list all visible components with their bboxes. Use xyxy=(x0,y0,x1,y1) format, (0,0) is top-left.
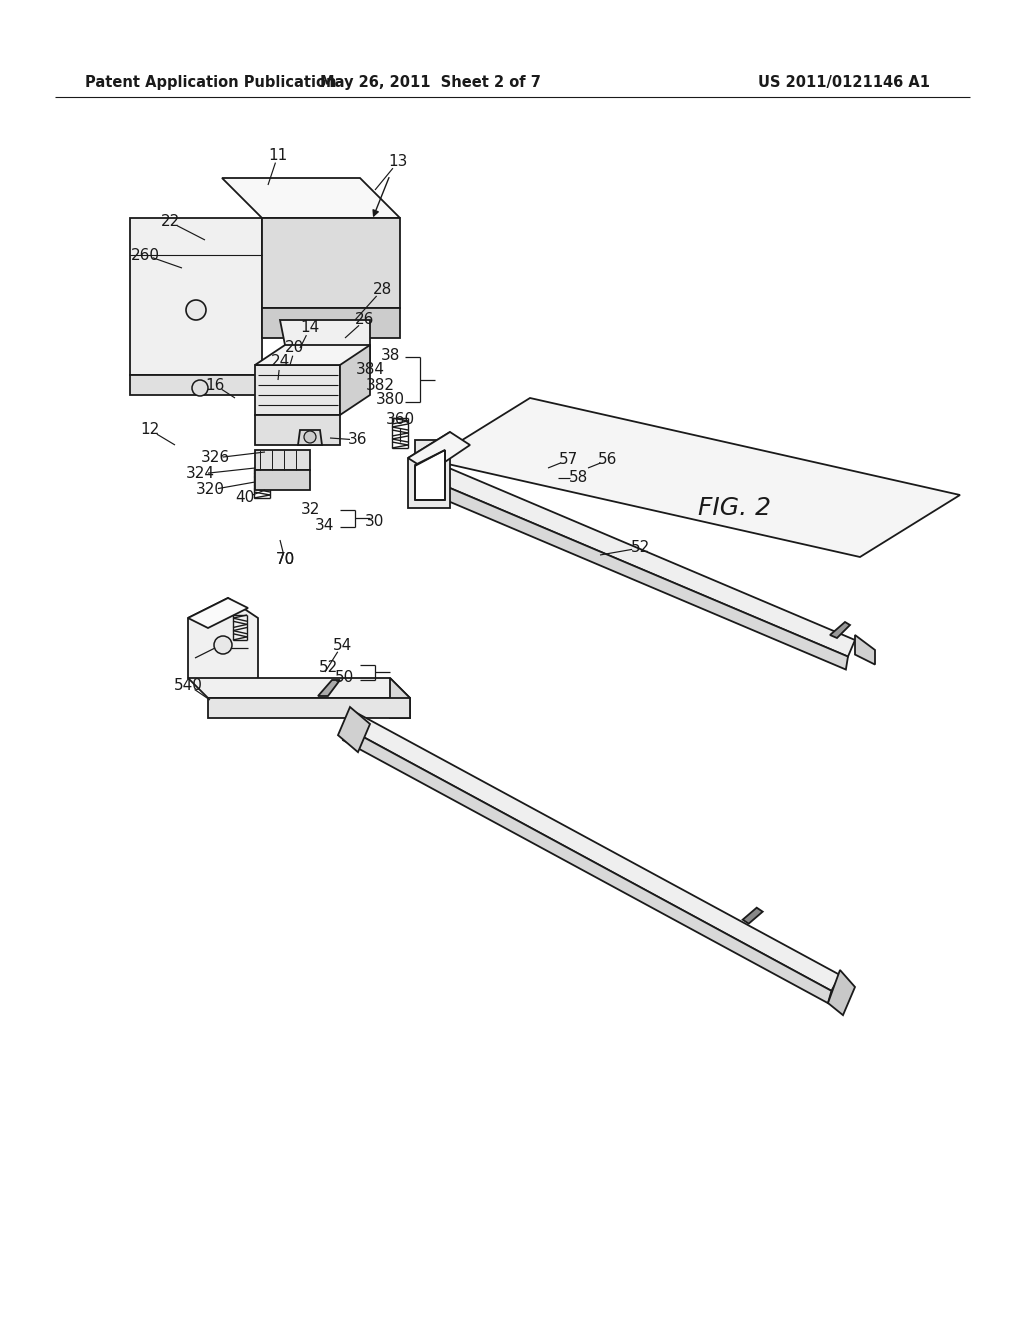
Text: 13: 13 xyxy=(388,154,408,169)
Text: 16: 16 xyxy=(206,378,224,392)
Polygon shape xyxy=(338,708,370,752)
Polygon shape xyxy=(130,218,262,375)
Text: 24: 24 xyxy=(270,355,290,370)
Circle shape xyxy=(186,300,206,319)
Polygon shape xyxy=(188,598,258,698)
Polygon shape xyxy=(408,432,450,508)
Polygon shape xyxy=(262,308,400,338)
Text: 54: 54 xyxy=(333,638,351,652)
Circle shape xyxy=(214,636,232,653)
Text: 324: 324 xyxy=(185,466,214,482)
Polygon shape xyxy=(340,345,370,414)
Polygon shape xyxy=(423,459,855,656)
Text: 36: 36 xyxy=(348,433,368,447)
Polygon shape xyxy=(408,432,470,473)
Polygon shape xyxy=(343,727,831,1003)
Polygon shape xyxy=(208,698,410,718)
Text: 382: 382 xyxy=(366,378,394,392)
Text: 52: 52 xyxy=(631,540,649,556)
Text: 14: 14 xyxy=(300,321,319,335)
Polygon shape xyxy=(390,678,410,718)
Text: 360: 360 xyxy=(385,412,415,428)
Text: 380: 380 xyxy=(376,392,404,408)
Text: 70: 70 xyxy=(275,553,295,568)
Text: 326: 326 xyxy=(201,450,229,466)
Text: FIG. 2: FIG. 2 xyxy=(698,496,771,520)
Text: 38: 38 xyxy=(380,347,399,363)
Text: 28: 28 xyxy=(373,282,391,297)
Text: 34: 34 xyxy=(315,517,335,532)
Polygon shape xyxy=(255,450,310,470)
Polygon shape xyxy=(421,477,848,669)
Polygon shape xyxy=(855,635,874,664)
Text: 52: 52 xyxy=(318,660,338,676)
Text: 58: 58 xyxy=(568,470,588,486)
Polygon shape xyxy=(255,345,370,366)
Text: 12: 12 xyxy=(140,422,160,437)
Text: May 26, 2011  Sheet 2 of 7: May 26, 2011 Sheet 2 of 7 xyxy=(319,74,541,90)
Polygon shape xyxy=(422,458,440,492)
Polygon shape xyxy=(415,450,445,500)
Polygon shape xyxy=(255,470,310,490)
Text: 30: 30 xyxy=(366,515,385,529)
Polygon shape xyxy=(280,319,370,366)
Polygon shape xyxy=(346,711,840,991)
Text: 26: 26 xyxy=(355,313,375,327)
Text: 260: 260 xyxy=(130,248,160,263)
Text: 32: 32 xyxy=(300,503,319,517)
Polygon shape xyxy=(188,598,248,628)
Polygon shape xyxy=(318,680,340,696)
Text: 384: 384 xyxy=(355,363,384,378)
Polygon shape xyxy=(830,622,850,638)
Text: 56: 56 xyxy=(598,453,617,467)
Polygon shape xyxy=(415,440,440,473)
Polygon shape xyxy=(188,678,410,698)
Text: Patent Application Publication: Patent Application Publication xyxy=(85,74,337,90)
Text: 22: 22 xyxy=(161,214,179,230)
Text: 320: 320 xyxy=(196,483,224,498)
Polygon shape xyxy=(130,375,262,395)
Polygon shape xyxy=(255,414,340,445)
Polygon shape xyxy=(222,178,400,218)
Text: 20: 20 xyxy=(286,341,304,355)
Polygon shape xyxy=(255,366,340,414)
Text: 40: 40 xyxy=(236,491,255,506)
Text: 70: 70 xyxy=(275,553,295,568)
Text: US 2011/0121146 A1: US 2011/0121146 A1 xyxy=(758,74,930,90)
Text: 540: 540 xyxy=(173,677,203,693)
Text: 50: 50 xyxy=(336,671,354,685)
Text: 57: 57 xyxy=(558,453,578,467)
Polygon shape xyxy=(298,430,322,445)
Polygon shape xyxy=(828,970,855,1015)
Polygon shape xyxy=(262,218,400,308)
Polygon shape xyxy=(742,908,763,924)
Circle shape xyxy=(193,380,208,396)
Text: 11: 11 xyxy=(268,148,288,162)
Circle shape xyxy=(304,432,316,444)
Polygon shape xyxy=(418,462,438,479)
Polygon shape xyxy=(430,399,961,557)
